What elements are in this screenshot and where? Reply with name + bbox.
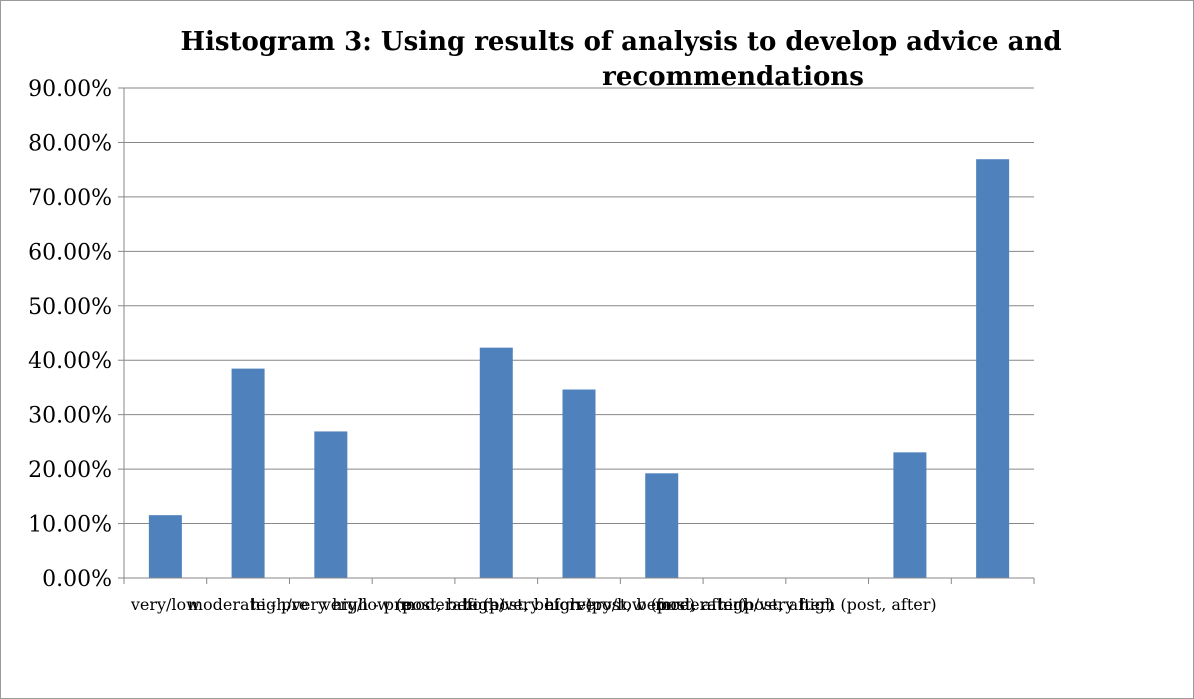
bar [893, 452, 927, 578]
x-tick-label: high/very high (post, after) [718, 595, 937, 614]
x-tick-label: moderate - pre [188, 595, 309, 614]
y-tick-label: 40.00% [28, 349, 112, 374]
bar [148, 515, 182, 578]
x-tick-label: very/low [130, 595, 200, 614]
bar [314, 431, 348, 578]
y-tick-label: 60.00% [28, 240, 112, 265]
chart-title-line-2: recommendations [602, 62, 864, 92]
bars [148, 159, 1010, 579]
x-tick-label: very/low (post, after) [576, 595, 747, 614]
chart-title-line-1: Histogram 3: Using results of analysis t… [180, 27, 1061, 57]
y-tick-label: 30.00% [28, 404, 112, 429]
y-tick-label: 0.00% [42, 567, 112, 592]
x-tick-label: very/low (post, before) [321, 595, 506, 614]
x-tick-label: high/very high - pre [251, 595, 412, 614]
axes [118, 87, 1035, 584]
bar [231, 368, 265, 578]
y-tick-label: 20.00% [28, 458, 112, 483]
x-tick-label: high/very high (post, before) [463, 595, 695, 614]
bar [976, 159, 1010, 579]
y-tick-label: 80.00% [28, 131, 112, 156]
bar [562, 389, 596, 578]
x-tick-label: moderate (post, before) [400, 595, 592, 614]
x-tick-label: moderate (post, after) [655, 595, 834, 614]
y-tick-label: 10.00% [28, 513, 112, 538]
y-tick-label: 50.00% [28, 295, 112, 320]
bar [645, 473, 679, 578]
y-tick-label: 90.00% [28, 77, 112, 102]
y-tick-labels: 0.00% 10.00% 20.00% 30.00% 40.00% 50.00% 60.00… [28, 77, 112, 592]
bar [479, 347, 513, 578]
y-tick-label: 70.00% [28, 186, 112, 211]
